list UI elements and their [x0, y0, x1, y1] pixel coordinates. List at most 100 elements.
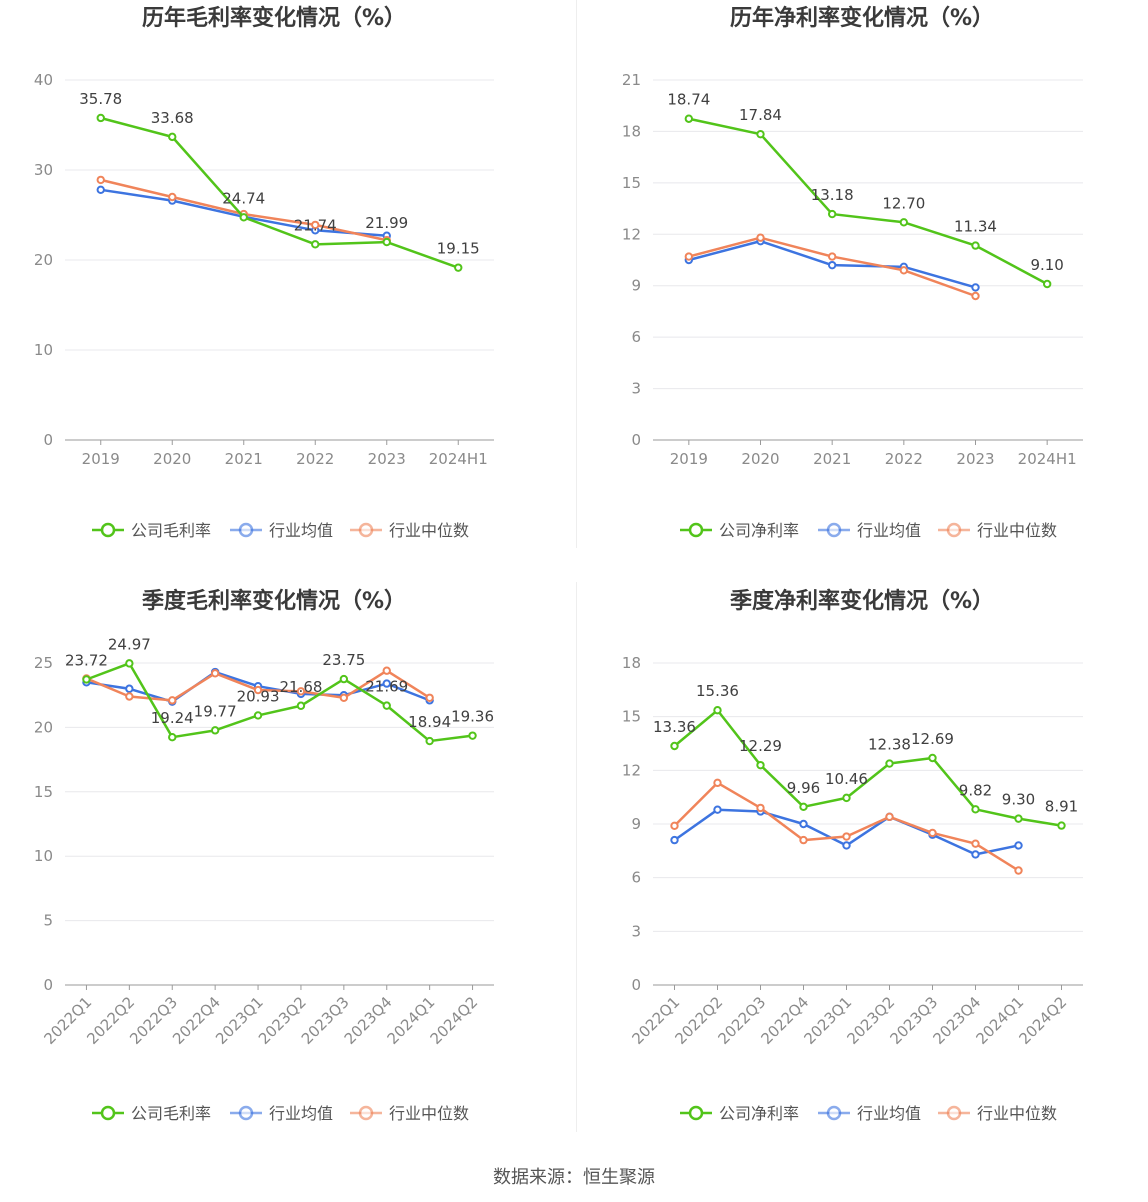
data-point-company[interactable]: [1042, 279, 1052, 289]
data-point-median[interactable]: [799, 835, 808, 845]
data-point-avg[interactable]: [799, 819, 808, 829]
y-tick-label: 10: [34, 341, 53, 359]
legend-label: 行业均值: [857, 1104, 921, 1123]
data-point-company[interactable]: [971, 241, 980, 250]
data-point-median[interactable]: [713, 778, 722, 788]
data-point-company[interactable]: [799, 802, 808, 812]
data-point-median[interactable]: [971, 839, 980, 848]
data-point-median[interactable]: [339, 693, 349, 702]
data-label: 9.82: [959, 781, 992, 799]
data-point-company[interactable]: [311, 240, 320, 249]
legend-item-company[interactable]: 公司毛利率: [92, 1104, 211, 1123]
data-point-avg[interactable]: [382, 679, 391, 688]
data-point-median[interactable]: [756, 803, 765, 813]
legend-item-company[interactable]: 公司净利率: [680, 521, 799, 540]
data-point-company[interactable]: [756, 129, 765, 139]
data-point-company[interactable]: [339, 674, 349, 684]
data-label: 12.29: [739, 737, 782, 755]
data-point-avg[interactable]: [670, 835, 679, 845]
data-point-median[interactable]: [296, 687, 306, 696]
y-tick-label: 18: [622, 654, 641, 672]
data-label: 9.96: [787, 779, 820, 797]
quarterly-net-margin-chart: 季度净利率变化情况（%） 0 3 6 9 12 15 18 2022Q1 2022Q2 2022Q3…: [588, 583, 1148, 1143]
legend-item-median[interactable]: 行业中位数: [938, 1104, 1057, 1123]
legend-item-median[interactable]: 行业中位数: [350, 1104, 469, 1123]
data-point-median[interactable]: [971, 291, 980, 301]
data-point-median[interactable]: [684, 252, 694, 261]
data-point-company[interactable]: [468, 731, 477, 740]
x-tick-label: 2024H1: [1018, 450, 1077, 468]
series-line-company: [673, 708, 1062, 827]
data-point-avg[interactable]: [971, 850, 980, 859]
data-label: 24.74: [222, 189, 265, 207]
data-point-company[interactable]: [168, 732, 177, 742]
data-point-median[interactable]: [96, 175, 105, 185]
data-point-company[interactable]: [928, 753, 937, 763]
legend-item-company[interactable]: 公司净利率: [680, 1104, 799, 1123]
data-point-avg[interactable]: [1014, 841, 1023, 850]
data-point-median[interactable]: [425, 693, 434, 702]
data-point-company[interactable]: [885, 759, 894, 768]
data-point-median[interactable]: [885, 812, 894, 822]
data-point-company[interactable]: [899, 218, 909, 227]
legend-swatch-marker: [946, 522, 962, 538]
data-point-avg[interactable]: [125, 684, 134, 693]
data-point-company[interactable]: [253, 711, 263, 720]
legend-swatch-marker: [238, 522, 254, 538]
data-point-avg[interactable]: [971, 283, 980, 292]
legend-label: 行业中位数: [977, 521, 1057, 540]
data-point-median[interactable]: [253, 685, 263, 695]
data-point-median[interactable]: [382, 666, 391, 675]
data-point-median[interactable]: [210, 669, 220, 678]
data-point-company[interactable]: [756, 760, 765, 770]
data-point-median[interactable]: [756, 233, 765, 242]
data-point-median[interactable]: [899, 266, 909, 275]
data-label: 18.94: [408, 713, 451, 731]
data-label: 9.30: [1002, 791, 1035, 809]
data-point-company[interactable]: [827, 209, 837, 219]
data-point-company[interactable]: [684, 114, 694, 123]
data-point-company[interactable]: [670, 741, 679, 751]
data-point-median[interactable]: [670, 821, 679, 830]
data-point-company[interactable]: [382, 701, 391, 710]
data-point-avg[interactable]: [827, 260, 837, 270]
data-point-company[interactable]: [454, 263, 463, 272]
legend-item-avg[interactable]: 行业均值: [818, 1104, 921, 1123]
data-point-avg[interactable]: [96, 185, 105, 195]
data-point-company[interactable]: [82, 675, 91, 684]
legend-item-median[interactable]: 行业中位数: [350, 521, 469, 540]
data-point-avg[interactable]: [842, 841, 851, 850]
legend-item-avg[interactable]: 行业均值: [230, 521, 333, 540]
data-point-company[interactable]: [168, 132, 177, 142]
y-tick-label: 18: [622, 122, 641, 140]
data-point-company[interactable]: [1057, 821, 1066, 830]
data-point-company[interactable]: [1014, 814, 1023, 823]
data-point-median[interactable]: [928, 828, 937, 838]
data-point-median[interactable]: [1014, 866, 1023, 875]
y-tick-label: 21: [622, 71, 641, 89]
x-tick-label: 2019: [82, 450, 120, 468]
data-point-median[interactable]: [311, 220, 320, 230]
legend-label: 行业中位数: [977, 1104, 1057, 1123]
data-point-company[interactable]: [210, 726, 220, 735]
data-point-median[interactable]: [125, 692, 134, 701]
data-point-company[interactable]: [239, 213, 248, 222]
legend-item-avg[interactable]: 行业均值: [818, 521, 921, 540]
data-label: 11.34: [954, 218, 997, 236]
data-point-avg[interactable]: [713, 805, 722, 814]
data-point-company[interactable]: [96, 113, 105, 123]
data-point-company[interactable]: [296, 701, 306, 710]
data-point-company[interactable]: [382, 237, 391, 247]
data-point-median[interactable]: [168, 696, 177, 705]
data-point-median[interactable]: [827, 252, 837, 261]
data-point-company[interactable]: [971, 805, 980, 814]
data-point-company[interactable]: [713, 706, 722, 715]
data-point-company[interactable]: [425, 736, 434, 746]
legend-item-median[interactable]: 行业中位数: [938, 521, 1057, 540]
legend-item-avg[interactable]: 行业均值: [230, 1104, 333, 1123]
data-point-median[interactable]: [842, 832, 851, 841]
data-point-company[interactable]: [125, 659, 134, 668]
legend-item-company[interactable]: 公司毛利率: [92, 521, 211, 540]
data-point-company[interactable]: [842, 793, 851, 803]
data-point-median[interactable]: [168, 192, 177, 202]
